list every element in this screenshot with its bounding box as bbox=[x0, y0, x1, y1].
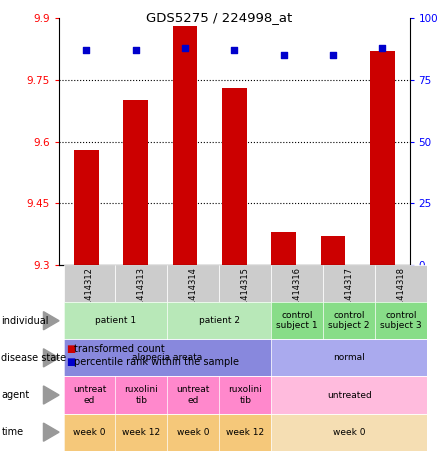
Text: disease state: disease state bbox=[1, 353, 67, 363]
FancyBboxPatch shape bbox=[323, 265, 375, 335]
Point bbox=[329, 52, 336, 59]
Text: GSM1414315: GSM1414315 bbox=[241, 267, 250, 323]
Polygon shape bbox=[43, 386, 59, 404]
Bar bbox=[222, 88, 247, 453]
Text: ruxolini
tib: ruxolini tib bbox=[124, 386, 158, 405]
Polygon shape bbox=[43, 312, 59, 330]
Text: GSM1414316: GSM1414316 bbox=[293, 267, 302, 323]
Text: untreated: untreated bbox=[327, 390, 371, 400]
Text: week 0: week 0 bbox=[333, 428, 365, 437]
Polygon shape bbox=[43, 349, 59, 367]
Text: GDS5275 / 224998_at: GDS5275 / 224998_at bbox=[146, 11, 292, 24]
Text: untreat
ed: untreat ed bbox=[177, 386, 210, 405]
Text: individual: individual bbox=[1, 316, 49, 326]
Text: untreat
ed: untreat ed bbox=[73, 386, 106, 405]
Text: normal: normal bbox=[333, 353, 365, 362]
Text: control
subject 1: control subject 1 bbox=[276, 311, 318, 330]
Bar bbox=[74, 150, 99, 453]
Point bbox=[280, 52, 287, 59]
Text: control
subject 2: control subject 2 bbox=[328, 311, 370, 330]
Text: agent: agent bbox=[1, 390, 29, 400]
Text: time: time bbox=[1, 427, 24, 437]
Text: GSM1414314: GSM1414314 bbox=[189, 267, 198, 323]
Text: GSM1414312: GSM1414312 bbox=[85, 267, 94, 323]
Text: GSM1414318: GSM1414318 bbox=[396, 267, 406, 323]
Text: week 0: week 0 bbox=[73, 428, 106, 437]
Text: GSM1414317: GSM1414317 bbox=[345, 267, 353, 323]
Bar bbox=[370, 51, 395, 453]
Polygon shape bbox=[43, 423, 59, 441]
FancyBboxPatch shape bbox=[116, 265, 167, 335]
Point bbox=[181, 44, 188, 51]
Point bbox=[132, 47, 139, 54]
FancyBboxPatch shape bbox=[167, 265, 219, 335]
Bar bbox=[123, 101, 148, 453]
Point bbox=[83, 47, 90, 54]
Text: week 0: week 0 bbox=[177, 428, 210, 437]
FancyBboxPatch shape bbox=[64, 265, 116, 335]
Text: patient 2: patient 2 bbox=[199, 316, 240, 325]
Point bbox=[379, 44, 386, 51]
Text: week 12: week 12 bbox=[122, 428, 160, 437]
Text: week 12: week 12 bbox=[226, 428, 265, 437]
FancyBboxPatch shape bbox=[375, 265, 427, 335]
Bar bbox=[321, 236, 346, 453]
Bar bbox=[173, 26, 197, 453]
Text: ■: ■ bbox=[66, 357, 75, 367]
Point bbox=[231, 47, 238, 54]
Bar bbox=[272, 232, 296, 453]
Text: percentile rank within the sample: percentile rank within the sample bbox=[74, 357, 240, 367]
Text: transformed count: transformed count bbox=[74, 344, 165, 354]
FancyBboxPatch shape bbox=[271, 265, 323, 335]
Text: control
subject 3: control subject 3 bbox=[380, 311, 422, 330]
Text: alopecia areata: alopecia areata bbox=[132, 353, 202, 362]
Text: GSM1414313: GSM1414313 bbox=[137, 267, 146, 323]
FancyBboxPatch shape bbox=[219, 265, 271, 335]
Text: ■: ■ bbox=[66, 344, 75, 354]
Text: patient 1: patient 1 bbox=[95, 316, 136, 325]
Text: ruxolini
tib: ruxolini tib bbox=[228, 386, 262, 405]
